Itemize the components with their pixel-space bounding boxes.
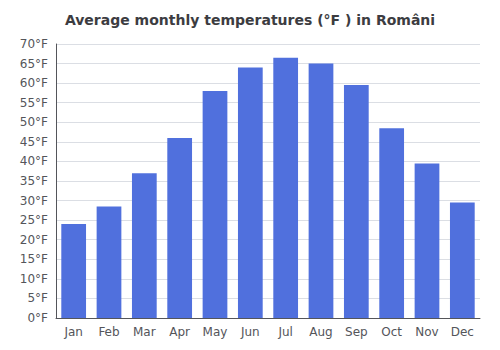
svg-text:45°F: 45°F (20, 135, 48, 149)
svg-text:Oct: Oct (381, 325, 402, 339)
svg-text:65°F: 65°F (20, 57, 48, 71)
svg-text:Nov: Nov (415, 325, 438, 339)
svg-text:0°F: 0°F (27, 311, 48, 325)
svg-text:Jun: Jun (240, 325, 260, 339)
svg-text:Aug: Aug (309, 325, 332, 339)
svg-text:60°F: 60°F (20, 76, 48, 90)
svg-text:25°F: 25°F (20, 213, 48, 227)
svg-text:30°F: 30°F (20, 194, 48, 208)
svg-text:20°F: 20°F (20, 233, 48, 247)
svg-text:15°F: 15°F (20, 252, 48, 266)
svg-text:Apr: Apr (169, 325, 190, 339)
svg-text:Jul: Jul (277, 325, 292, 339)
svg-text:Dec: Dec (451, 325, 474, 339)
svg-text:Jan: Jan (63, 325, 83, 339)
svg-text:Sep: Sep (345, 325, 368, 339)
svg-text:50°F: 50°F (20, 115, 48, 129)
svg-text:40°F: 40°F (20, 154, 48, 168)
svg-text:5°F: 5°F (27, 291, 48, 305)
svg-text:55°F: 55°F (20, 96, 48, 110)
svg-text:70°F: 70°F (20, 37, 48, 51)
svg-text:Mar: Mar (133, 325, 156, 339)
svg-text:Average monthly temperatures (: Average monthly temperatures (°F ) in Ro… (65, 12, 435, 28)
svg-text:35°F: 35°F (20, 174, 48, 188)
svg-text:May: May (203, 325, 228, 339)
svg-text:Feb: Feb (98, 325, 119, 339)
svg-text:10°F: 10°F (20, 272, 48, 286)
